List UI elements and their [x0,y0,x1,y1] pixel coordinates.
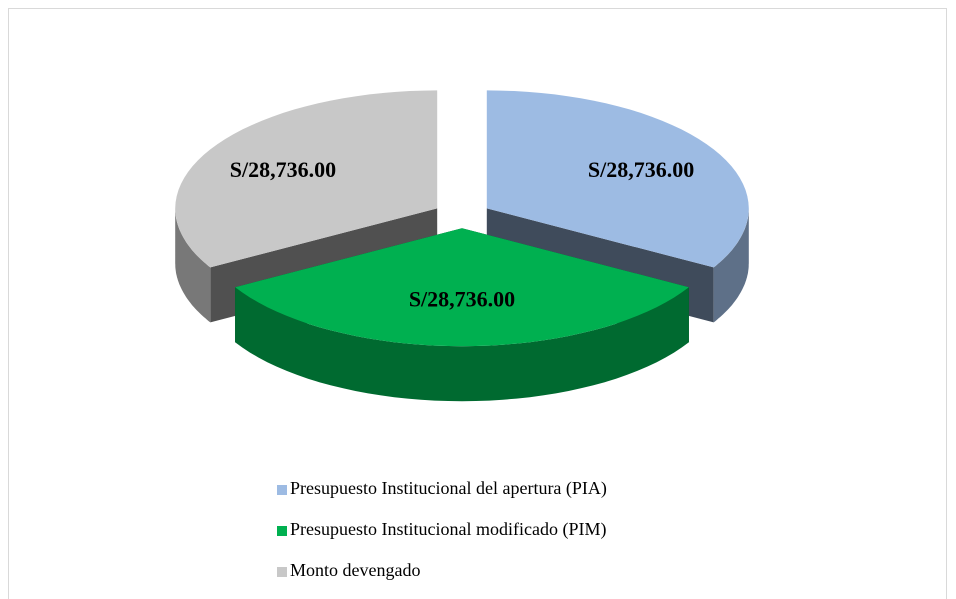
slice [235,228,689,347]
legend-label: Presupuesto Institucional del apertura (… [290,478,607,499]
data-label: S/28,736.00 [230,157,336,182]
slice-side [713,208,749,323]
slice-side [235,287,689,402]
slice [486,90,749,268]
legend-swatch [277,485,287,495]
data-label: S/28,736.00 [588,157,694,182]
legend-swatch [277,567,287,577]
slice-side [175,208,211,323]
chart-border [8,8,947,599]
data-label: S/28,736.00 [409,286,515,311]
legend-label: Monto devengado [290,560,420,580]
legend-swatch [277,526,287,536]
legend-label: Presupuesto Institucional modificado (PI… [290,519,606,540]
slice [175,90,438,268]
